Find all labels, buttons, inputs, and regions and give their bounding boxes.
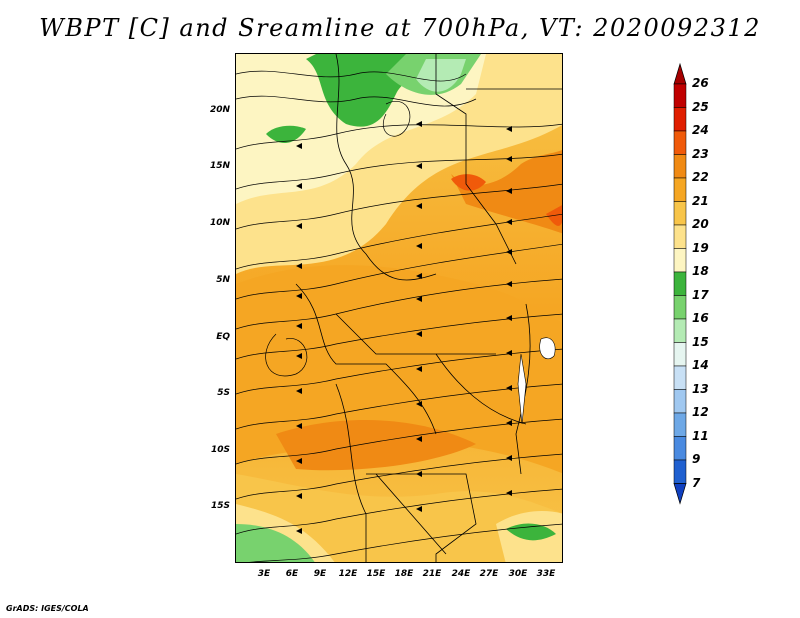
colorbar: [673, 62, 687, 505]
colorbar-tick-label: 13: [692, 381, 709, 396]
colorbar-segment: [673, 154, 687, 179]
colorbar-segment: [673, 177, 687, 202]
lat-label-10n: 10N: [209, 218, 230, 228]
colorbar-segment: [673, 459, 687, 484]
lon-label-15e: 15E: [366, 569, 386, 579]
colorbar-tick-label: 19: [692, 240, 709, 255]
colorbar-segment: [673, 130, 687, 155]
lakes: [517, 337, 556, 425]
colorbar-tick-label: 18: [692, 264, 709, 278]
colorbar-tick-label: 26: [692, 76, 709, 90]
colorbar-segment: [673, 107, 687, 132]
lon-label-21e: 21E: [422, 569, 442, 579]
colorbar-tick-label: 17: [692, 287, 709, 302]
colorbar-tick-label: 16: [692, 311, 709, 325]
colorbar-segment: [673, 365, 687, 390]
colorbar-segment: [673, 389, 687, 414]
colorbar-segment: [673, 224, 687, 249]
colorbar-segment: [673, 436, 687, 461]
moist-region-north: [306, 54, 476, 127]
lat-label-5n: 5N: [216, 275, 230, 285]
colorbar-tick-label: 7: [692, 475, 701, 490]
lat-label-15s: 15S: [210, 501, 230, 511]
moist-patch-west: [266, 125, 306, 144]
map-panel: [235, 53, 563, 563]
hot-patch-1: [451, 174, 486, 191]
colorbar-top-arrow: [673, 62, 687, 85]
map-canvas: [236, 54, 562, 562]
cool-region-south: [236, 474, 562, 562]
warm-patch-south: [276, 420, 476, 471]
lon-label-18e: 18E: [394, 569, 414, 579]
moist-region-north-3: [416, 59, 466, 92]
lat-label-eq: EQ: [216, 332, 230, 342]
colorbar-tick-label: 14: [692, 358, 709, 372]
lat-label-20n: 20N: [209, 105, 230, 115]
colorbar-tick-label: 9: [692, 452, 701, 466]
stream-arrows: [296, 121, 512, 534]
colorbar-tick-label: 15: [692, 334, 709, 349]
chart-title: WBPT [C] and Sreamline at 700hPa, VT: 20…: [39, 14, 761, 42]
warm-region-northeast: [451, 149, 562, 234]
colorbar-tick-label: 21: [692, 193, 709, 208]
lon-label-30e: 30E: [508, 569, 528, 579]
colorbar-segment: [673, 412, 687, 437]
colorbar-segment: [673, 295, 687, 320]
country-borders: [295, 54, 562, 562]
lon-label-33e: 33E: [536, 569, 556, 579]
colorbar-segment: [673, 342, 687, 367]
colorbar-tick-label: 11: [692, 428, 709, 443]
colorbar-segment: [673, 271, 687, 296]
lat-label-15n: 15N: [209, 161, 230, 171]
moist-region-southwest: [236, 524, 315, 562]
colorbar-segment: [673, 248, 687, 273]
colorbar-segment: [673, 201, 687, 226]
lon-label-3e: 3E: [257, 569, 271, 579]
lon-label-24e: 24E: [451, 569, 471, 579]
colorbar-tick-label: 22: [692, 170, 709, 184]
colorbar-tick-label: 23: [692, 146, 709, 161]
colorbar-tick-label: 20: [692, 217, 709, 231]
colorbar-tick-label: 12: [692, 405, 709, 419]
lat-label-5s: 5S: [217, 388, 230, 398]
lon-label-27e: 27E: [479, 569, 499, 579]
colorbar-tick-label: 25: [692, 99, 709, 114]
colorbar-tick-label: 24: [692, 123, 709, 137]
colorbar-segment: [673, 318, 687, 343]
credit-text: GrADS: IGES/COLA: [6, 604, 89, 613]
lon-label-12e: 12E: [338, 569, 358, 579]
lon-label-9e: 9E: [313, 569, 327, 579]
colorbar-bottom-arrow: [673, 483, 687, 505]
lon-label-6e: 6E: [285, 569, 299, 579]
lat-label-10s: 10S: [210, 445, 230, 455]
warm-band-central: [236, 265, 562, 474]
colorbar-segment: [673, 83, 687, 108]
